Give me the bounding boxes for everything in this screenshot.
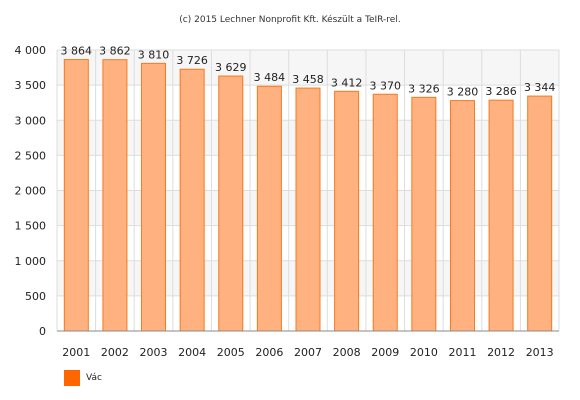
bar — [63, 59, 89, 332]
data-label: 3 280 — [447, 86, 479, 99]
data-label: 3 726 — [176, 54, 208, 67]
y-tick-label: 1 000 — [15, 255, 47, 268]
legend-swatch — [64, 370, 80, 386]
x-axis-ticks: 2001 2002 2003 2004 2005 2006 2007 2008 2009 2010… — [62, 346, 553, 359]
data-labels: 3 864 3 862 3 810 3 726 3 629 3 484 3 458 3 412… — [61, 45, 556, 99]
legend-label: Vác — [86, 373, 102, 383]
x-tick-label: 2001 — [62, 346, 90, 359]
x-tick-label: 2007 — [294, 346, 322, 359]
x-tick-label: 2013 — [526, 346, 554, 359]
y-tick-label: 3 500 — [15, 79, 47, 92]
x-tick-label: 2003 — [140, 346, 168, 359]
data-label: 3 286 — [485, 85, 517, 98]
bar — [256, 85, 282, 332]
bar — [527, 95, 553, 332]
grid-band — [57, 50, 559, 86]
chart-title: (c) 2015 Lechner Nonprofit Kft. Készült … — [179, 14, 400, 25]
x-tick-label: 2002 — [101, 346, 129, 359]
data-label: 3 458 — [292, 73, 324, 86]
x-tick-label: 2008 — [333, 346, 361, 359]
x-tick-label: 2010 — [410, 346, 438, 359]
x-tick-label: 2005 — [217, 346, 245, 359]
data-label: 3 864 — [61, 45, 93, 58]
y-tick-label: 0 — [39, 325, 46, 338]
data-label: 3 326 — [408, 82, 440, 95]
bar — [295, 87, 321, 332]
data-label: 3 629 — [215, 61, 247, 74]
x-tick-label: 2006 — [255, 346, 283, 359]
data-label: 3 484 — [254, 71, 286, 84]
bar — [488, 99, 514, 332]
x-tick-label: 2011 — [448, 346, 476, 359]
y-axis-ticks: 0 500 1 000 1 500 2 000 2 500 3 000 3 500 4 000 — [15, 44, 47, 338]
y-tick-label: 500 — [25, 290, 46, 303]
y-tick-label: 2 500 — [15, 149, 47, 162]
bar — [179, 68, 205, 332]
data-label: 3 810 — [138, 48, 170, 61]
x-tick-label: 2009 — [371, 346, 399, 359]
x-tick-label: 2012 — [487, 346, 515, 359]
data-label: 3 412 — [331, 76, 363, 89]
data-label: 3 344 — [524, 81, 556, 94]
data-label: 3 370 — [369, 79, 401, 92]
bar — [334, 90, 360, 332]
bar — [411, 96, 437, 332]
y-tick-label: 2 000 — [15, 185, 47, 198]
y-tick-label: 3 000 — [15, 114, 47, 127]
y-tick-label: 4 000 — [15, 44, 47, 57]
legend: Vác — [64, 370, 102, 386]
data-label: 3 862 — [99, 45, 131, 58]
bar — [372, 93, 398, 332]
bars — [63, 59, 553, 332]
bar — [449, 100, 475, 332]
x-tick-label: 2004 — [178, 346, 206, 359]
y-tick-label: 1 500 — [15, 220, 47, 233]
bar — [218, 75, 244, 332]
bar — [141, 62, 167, 332]
bar — [102, 59, 128, 332]
